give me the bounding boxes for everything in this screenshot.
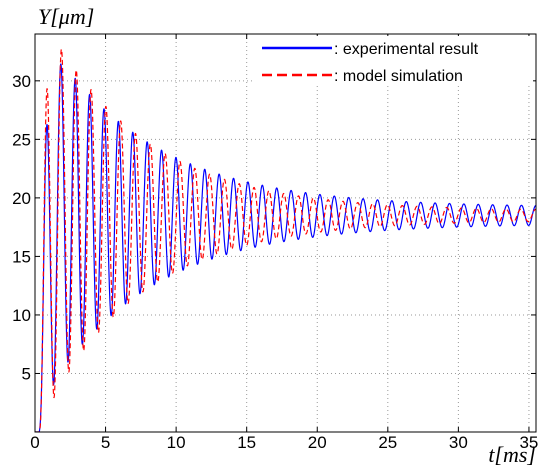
x-tick-label: 20 bbox=[308, 433, 327, 452]
x-tick-label: 30 bbox=[449, 433, 468, 452]
series-line-1 bbox=[35, 48, 536, 432]
y-tick-label: 15 bbox=[12, 247, 31, 266]
y-tick-label: 5 bbox=[22, 364, 31, 383]
plot-frame bbox=[34, 33, 537, 433]
ticks: 0 5 10 15 20 25 30 35 5 10 15 20 25 30 bbox=[12, 34, 538, 452]
x-tick-label: 5 bbox=[101, 433, 110, 452]
legend-label: : experimental result bbox=[334, 41, 479, 58]
x-tick-label: 25 bbox=[378, 433, 397, 452]
legend: : experimental result : model simulation bbox=[255, 36, 533, 86]
series-layer bbox=[35, 48, 536, 432]
x-axis-label: t[ms] bbox=[488, 442, 536, 467]
legend-background bbox=[255, 36, 533, 86]
y-tick-label: 25 bbox=[12, 130, 31, 149]
x-tick-label: 15 bbox=[237, 433, 256, 452]
x-tick-label: 10 bbox=[167, 433, 186, 452]
y-axis-label: Y[μm] bbox=[38, 4, 94, 29]
y-tick-label: 20 bbox=[12, 189, 31, 208]
x-tick-label: 0 bbox=[30, 433, 39, 452]
series-line-0 bbox=[35, 63, 536, 432]
y-tick-label: 10 bbox=[12, 306, 31, 325]
x-tick-label: 35 bbox=[519, 433, 538, 452]
y-tick-label: 30 bbox=[12, 72, 31, 91]
legend-label: : model simulation bbox=[334, 68, 463, 85]
